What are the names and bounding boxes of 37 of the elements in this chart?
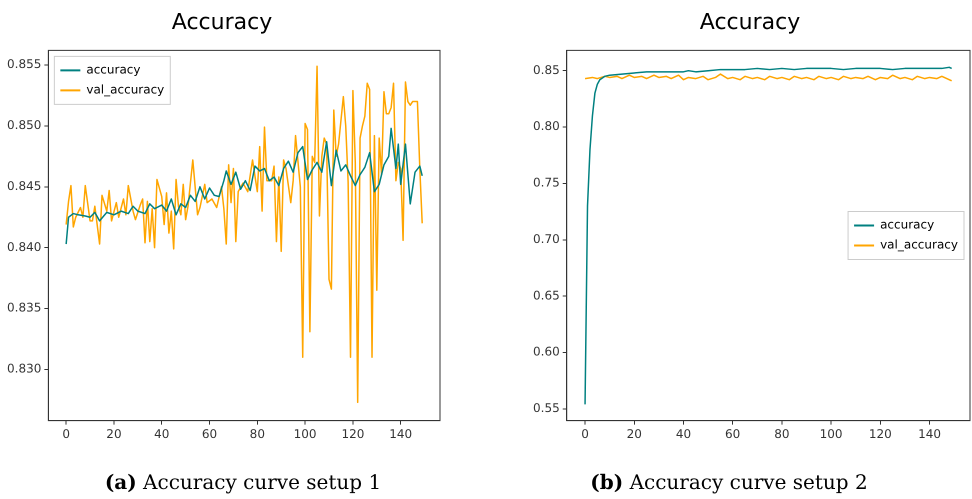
x-tick-label: 60	[725, 426, 740, 441]
y-tick-label: 0.70	[533, 232, 560, 246]
x-tick-label: 100	[294, 426, 317, 441]
x-tick-label: 140	[918, 426, 941, 441]
legend-label: val_accuracy	[86, 82, 164, 97]
x-tick-label: 40	[676, 426, 692, 441]
y-tick-label: 0.65	[533, 288, 560, 302]
x-tick-label: 100	[820, 426, 843, 441]
y-tick-label: 0.850	[6, 118, 42, 132]
legend-label: accuracy	[86, 62, 140, 77]
y-tick-label: 0.845	[6, 178, 42, 193]
legend-label: accuracy	[880, 218, 934, 232]
y-tick-label: 0.85	[533, 62, 560, 77]
x-tick-label: 0	[62, 426, 70, 441]
text: (a) Accuracy curve setup 1	[104, 470, 382, 494]
y-tick-label: 0.60	[533, 344, 560, 359]
y-tick-label: 0.840	[6, 240, 42, 254]
y-tick-label: 0.80	[533, 119, 560, 134]
text: (b) Accuracy curve setup 2	[589, 470, 869, 494]
x-tick-label: 40	[154, 426, 170, 441]
y-tick-label: 0.835	[6, 300, 42, 315]
x-tick-label: 0	[581, 426, 589, 441]
y-tick-label: 0.55	[533, 401, 560, 415]
x-tick-label: 80	[774, 426, 790, 441]
chart-title: Accuracy	[700, 10, 800, 35]
x-tick-label: 140	[389, 426, 412, 441]
y-tick-label: 0.855	[6, 57, 42, 72]
legend-label: val_accuracy	[880, 238, 958, 252]
x-tick-label: 80	[250, 426, 265, 441]
chart-title: Accuracy	[172, 10, 272, 35]
y-tick-label: 0.830	[6, 362, 42, 376]
x-tick-label: 20	[106, 426, 122, 441]
x-tick-label: 120	[868, 426, 892, 441]
x-tick-label: 120	[341, 426, 364, 441]
y-tick-label: 0.75	[533, 176, 560, 190]
x-tick-label: 60	[202, 426, 218, 441]
x-tick-label: 20	[626, 426, 642, 441]
